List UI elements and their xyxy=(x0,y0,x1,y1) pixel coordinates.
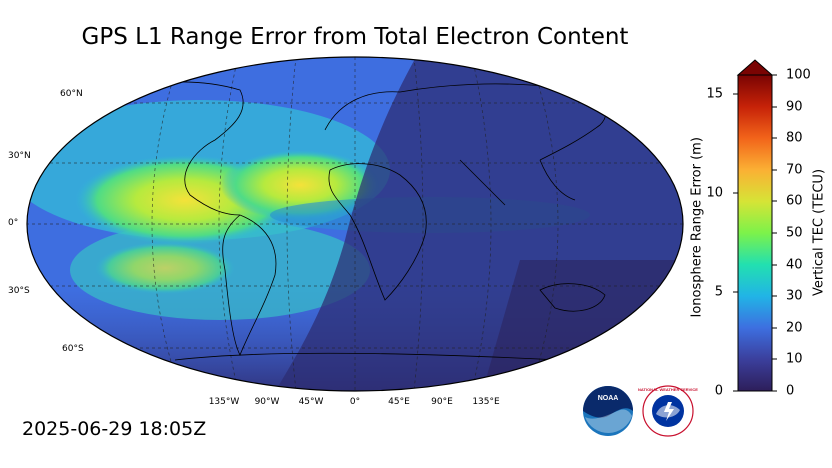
tec-tick-40: 40 xyxy=(786,257,803,273)
range-axis-label: Ionosphere Range Error (m) xyxy=(689,137,705,318)
lat-label-60n: 60°N xyxy=(60,89,83,99)
lon-label-90w: 90°W xyxy=(254,397,280,407)
timestamp: 2025-06-29 18:05Z xyxy=(22,418,207,440)
noaa-logo-text: NOAA xyxy=(598,395,619,402)
colorbar-fill xyxy=(737,74,773,392)
tec-tick-100: 100 xyxy=(786,67,811,83)
tec-tick-10: 10 xyxy=(786,351,803,367)
tec-tick-60: 60 xyxy=(786,193,803,209)
range-tick-15: 15 xyxy=(706,86,723,102)
chart-title: GPS L1 Range Error from Total Electron C… xyxy=(81,24,629,50)
colorbar-extend-arrow xyxy=(736,59,774,76)
tec-tick-50: 50 xyxy=(786,225,803,241)
lon-label-0: 0° xyxy=(349,397,361,407)
tec-axis-label: Vertical TEC (TECU) xyxy=(811,168,827,297)
lat-label-30n: 30°N xyxy=(8,151,31,161)
tec-tick-90: 90 xyxy=(786,99,803,115)
nws-logo: NATIONAL WEATHER SERVICE xyxy=(638,385,698,437)
nws-logo-text: NATIONAL WEATHER SERVICE xyxy=(638,387,698,392)
tec-tick-30: 30 xyxy=(786,288,803,304)
lon-label-45e: 45°E xyxy=(388,397,410,407)
lon-label-90e: 90°E xyxy=(431,397,453,407)
tec-tick-80: 80 xyxy=(786,130,803,146)
tec-tick-20: 20 xyxy=(786,320,803,336)
lat-label-0: 0° xyxy=(8,218,19,228)
lon-label-45w: 45°W xyxy=(298,397,324,407)
lon-label-135w: 135°W xyxy=(208,397,240,407)
lat-label-30s: 30°S xyxy=(8,286,30,296)
range-tick-0: 0 xyxy=(714,383,723,399)
lat-label-60s: 60°S xyxy=(62,344,84,354)
range-tick-5: 5 xyxy=(714,284,723,300)
lon-label-135e: 135°E xyxy=(472,397,500,407)
tec-tick-0: 0 xyxy=(786,383,795,399)
agency-logos: NOAA NATIONAL WEATHER SERVICE xyxy=(583,385,698,437)
noaa-logo: NOAA xyxy=(583,386,633,436)
tec-tick-70: 70 xyxy=(786,162,803,178)
range-tick-10: 10 xyxy=(706,185,723,201)
